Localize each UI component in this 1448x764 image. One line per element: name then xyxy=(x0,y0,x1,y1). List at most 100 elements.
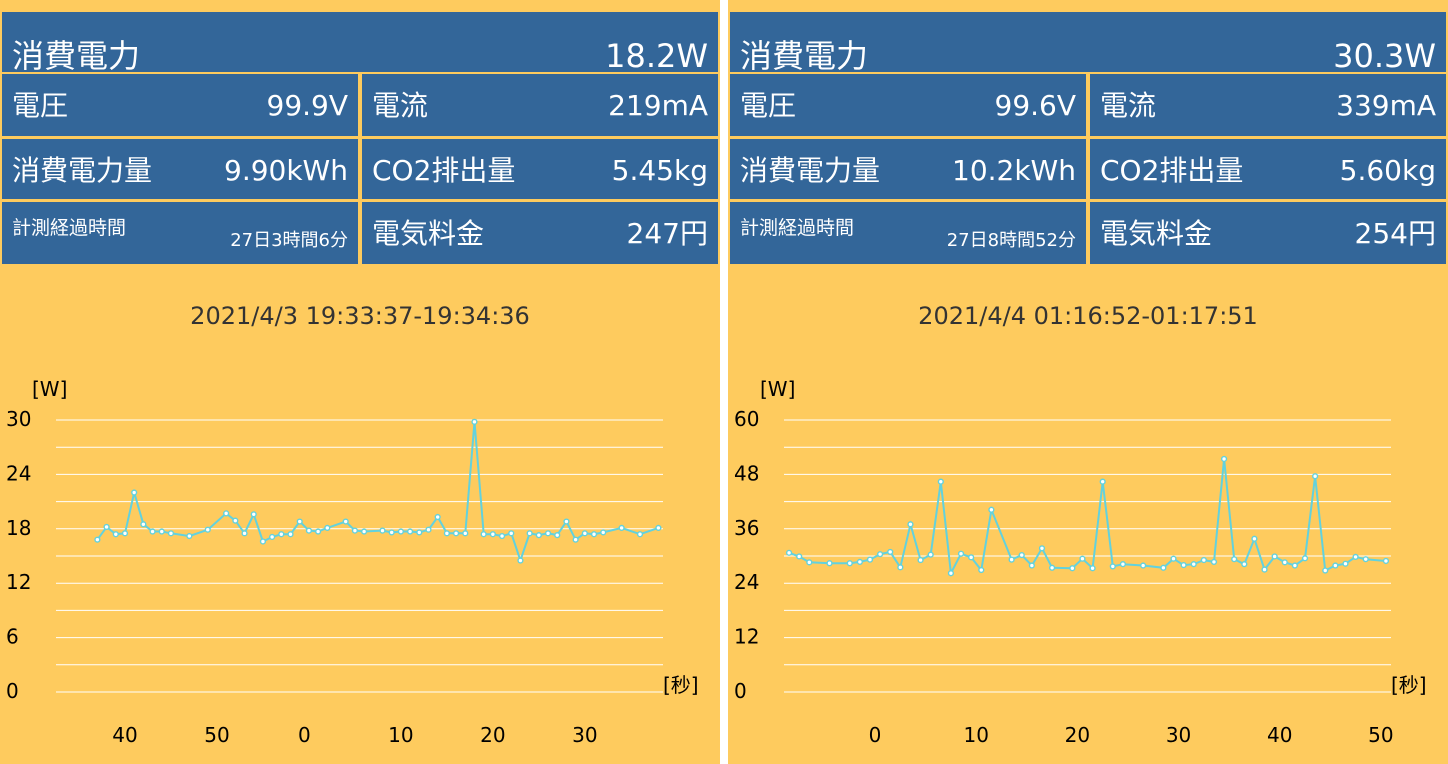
elapsed-label: 計測経過時間 xyxy=(12,217,127,239)
data-point xyxy=(554,532,561,539)
cost-label: 電気料金 xyxy=(372,217,485,250)
data-point xyxy=(443,530,450,537)
data-point xyxy=(572,536,579,543)
data-point xyxy=(1271,553,1278,560)
current-label: 電流 xyxy=(372,89,429,122)
data-point xyxy=(1018,551,1025,559)
power-line-chart: 0 12 24 36 48 60[W] [秒] 0 10 20 30 40 50 xyxy=(734,377,1427,747)
y-tick-label: 6 xyxy=(6,625,19,649)
data-point xyxy=(1180,561,1187,569)
data-point xyxy=(452,530,460,537)
data-point xyxy=(1160,564,1167,571)
data-point xyxy=(186,532,193,540)
co2-label: CO2排出量 xyxy=(372,154,516,187)
data-point xyxy=(826,560,833,567)
x-tick-label: 0 xyxy=(298,723,311,747)
data-point xyxy=(269,533,276,541)
data-point xyxy=(489,531,496,538)
data-point xyxy=(324,524,331,531)
data-point xyxy=(131,489,138,496)
data-point xyxy=(1099,478,1106,485)
y-tick-label: 0 xyxy=(6,679,19,703)
energy-tile: 消費電力量 9.90kWh xyxy=(2,139,358,199)
data-point xyxy=(636,531,644,538)
data-point xyxy=(223,510,230,517)
data-point xyxy=(406,528,414,535)
data-point xyxy=(1342,560,1349,567)
data-point xyxy=(1210,558,1218,565)
data-point xyxy=(250,511,257,518)
data-point xyxy=(94,536,101,543)
data-point xyxy=(917,556,924,564)
energy-value: 9.90kWh xyxy=(224,154,348,187)
energy-label: 消費電力量 xyxy=(740,154,881,187)
y-tick-label: 48 xyxy=(734,461,759,485)
data-point xyxy=(140,521,147,528)
x-tick-label: 50 xyxy=(1368,723,1393,747)
data-point xyxy=(877,551,884,558)
data-point xyxy=(526,530,533,537)
data-point xyxy=(897,564,904,571)
data-point xyxy=(1190,561,1197,568)
data-point xyxy=(887,548,894,556)
y-axis-label: [W] xyxy=(760,377,795,401)
data-point xyxy=(149,528,156,535)
current-value: 339mA xyxy=(1336,89,1436,122)
data-point xyxy=(1069,565,1076,572)
co2-tile: CO2排出量 5.60kg xyxy=(1090,139,1446,199)
y-tick-label: 36 xyxy=(734,516,759,540)
current-tile: 電流 339mA xyxy=(1090,74,1446,136)
data-point xyxy=(388,529,395,536)
data-point xyxy=(1261,566,1268,573)
voltage-tile: 電圧 99.6V xyxy=(730,74,1086,136)
x-axis-label: [秒] xyxy=(663,673,699,697)
current-tile: 電流 219mA xyxy=(362,74,718,136)
elapsed-tile: 計測経過時間 27日8時間52分 xyxy=(730,202,1086,264)
data-point xyxy=(1382,557,1390,565)
cost-tile: 電気料金 247円 xyxy=(362,202,718,264)
data-point xyxy=(1140,562,1147,569)
data-point xyxy=(462,530,469,537)
voltage-value: 99.9V xyxy=(266,89,349,122)
data-point xyxy=(241,530,248,537)
power-tile: 消費電力 18.2W xyxy=(2,12,718,75)
data-point xyxy=(232,517,239,524)
y-tick-label: 12 xyxy=(734,625,759,649)
data-point xyxy=(305,527,313,534)
data-point xyxy=(1079,555,1086,562)
data-point xyxy=(121,530,129,537)
y-tick-label: 24 xyxy=(734,570,759,594)
data-point xyxy=(379,527,386,534)
data-point xyxy=(287,531,294,538)
y-tick-label: 18 xyxy=(6,516,31,540)
power-value: 30.3W xyxy=(1333,37,1436,75)
y-tick-label: 30 xyxy=(6,407,31,431)
data-point xyxy=(416,529,423,536)
voltage-label: 電圧 xyxy=(740,89,797,122)
data-point xyxy=(907,521,914,528)
data-point xyxy=(927,551,934,558)
data-point xyxy=(1352,553,1359,561)
x-tick-label: 10 xyxy=(963,723,988,747)
x-tick-label: 40 xyxy=(112,723,137,747)
data-point xyxy=(112,531,119,538)
co2-value: 5.45kg xyxy=(611,154,708,187)
data-point xyxy=(342,518,349,525)
voltage-tile: 電圧 99.9V xyxy=(2,74,358,136)
data-point xyxy=(1119,561,1127,568)
data-point xyxy=(158,528,165,535)
data-point xyxy=(259,538,267,545)
energy-tile: 消費電力量 10.2kWh xyxy=(730,139,1086,199)
data-point xyxy=(544,530,552,537)
current-label: 電流 xyxy=(1100,89,1157,122)
data-point xyxy=(204,526,211,533)
energy-label: 消費電力量 xyxy=(12,154,153,187)
power-label: 消費電力 xyxy=(12,37,141,75)
data-point xyxy=(988,506,995,513)
data-point xyxy=(600,529,607,536)
x-tick-label: 30 xyxy=(572,723,597,747)
data-point xyxy=(1220,455,1228,463)
data-point xyxy=(296,518,303,525)
y-tick-label: 0 xyxy=(734,679,747,703)
